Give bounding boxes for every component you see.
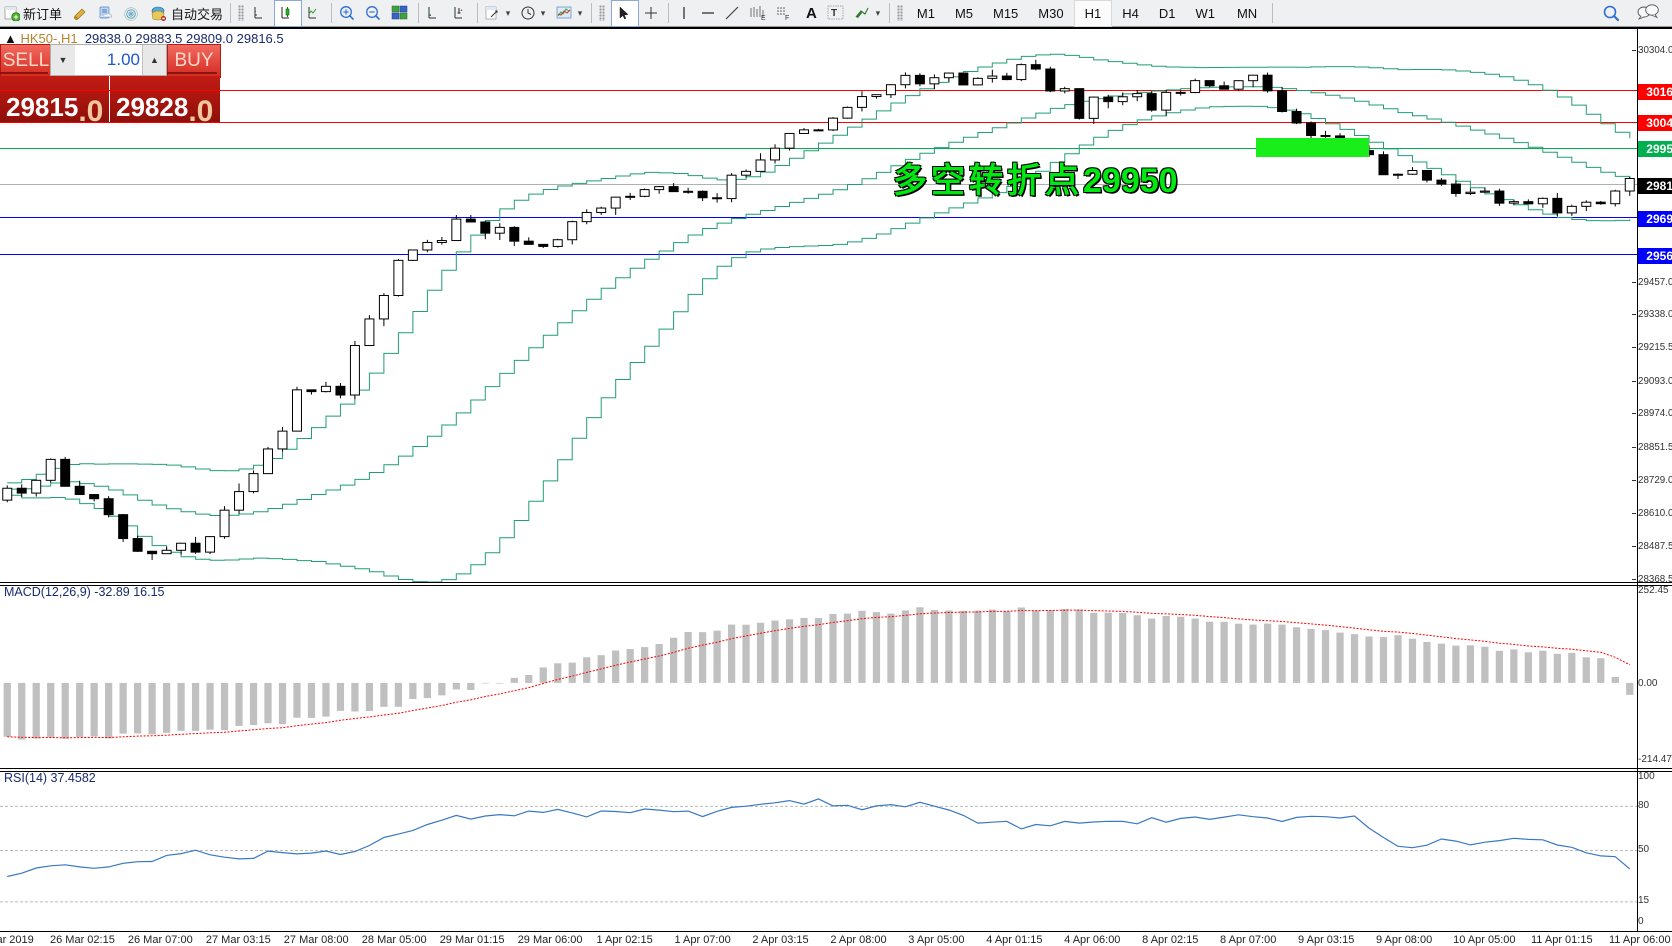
svg-text:F: F — [785, 15, 789, 21]
svg-text:E: E — [761, 15, 766, 21]
svg-text:T: T — [831, 8, 837, 19]
